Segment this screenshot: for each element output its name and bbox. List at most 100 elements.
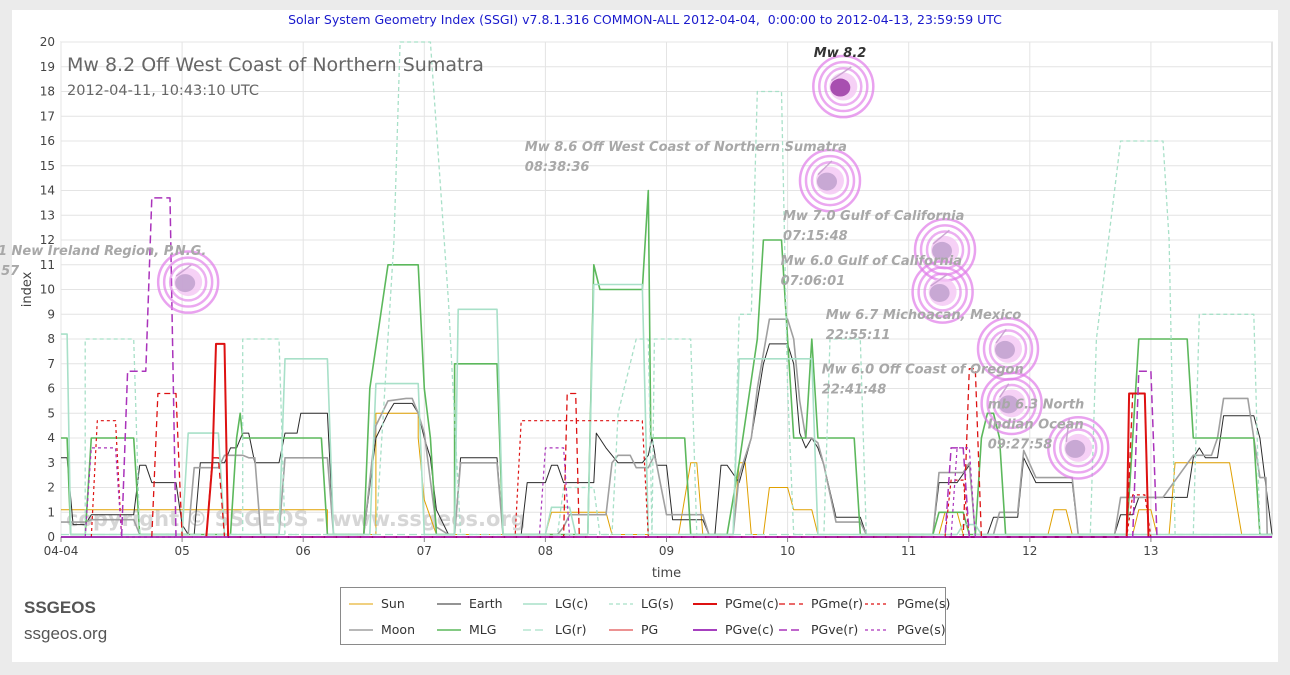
quake-ring [992,383,1031,423]
series-line-pgme-r [151,368,1150,538]
quake-marker: Mw 6.7 Michoacan, Mexico 22:55:11 [826,308,1040,381]
legend-swatch [437,629,461,631]
quake-ring [986,377,1037,430]
y-tick-label: 17 [40,109,55,123]
x-tick-label: 12 [1022,544,1037,558]
y-tick-label: 16 [40,134,55,148]
legend-label: LG(s) [641,596,674,611]
quake-pointer [930,274,948,287]
y-axis-label: index [20,271,35,307]
x-tick-label: 04-04 [44,544,79,558]
quake-pointer [830,66,852,82]
y-tick-label: 15 [40,159,55,173]
y-tick-label: 9 [47,307,55,321]
brand-name: SSGEOS [24,598,96,617]
x-tick-label: 11 [901,544,916,558]
legend-label: LG(c) [555,596,589,611]
series-line-sun [61,412,1272,535]
quake-ring [988,329,1028,369]
legend-label: Moon [381,622,416,637]
quake-pointer [999,383,1010,398]
quake-marker: Mw 7.0 Gulf of California 07:15:48 [783,209,977,282]
series-line-mlg [61,189,1272,536]
x-axis-label: time [652,566,681,581]
x-tick-label: 07 [417,544,432,558]
x-tick-label: 05 [174,544,189,558]
y-tick-label: 6 [47,382,55,396]
y-tick-label: 0 [47,530,55,544]
legend-label: MLG [469,622,497,637]
quake-label: Mw 8.6 Off West Coast of Northern Sumatr… [525,140,847,155]
x-tick-label: 10 [780,544,795,558]
quake-ring [156,250,220,314]
quake-marker: Mw 8.2 [812,46,875,119]
y-tick-label: 7 [47,357,55,371]
y-tick-label: 19 [40,60,55,74]
quake-marker: mb 6.3 North Indian Ocean 09:27:58 [988,397,1110,480]
overlay-title: Mw 8.2 Off West Coast of Northern Sumatr… [67,54,484,76]
overlay-subtitle: 2012-04-11, 10:43:10 UTC [67,83,259,99]
series-line-pgve-r [120,197,1158,538]
quake-ring [804,154,856,207]
y-tick-label: 3 [47,456,55,470]
quake-ring [911,260,974,324]
quake-core [830,78,851,97]
quake-label: 22:55:11 [826,328,891,343]
legend-label: LG(r) [555,622,587,637]
legend-swatch [609,629,633,631]
quake-ring [824,66,863,107]
y-tick-label: 2 [47,481,55,495]
legend-swatch [349,629,373,631]
quake-core [932,241,953,260]
legend-swatch [779,629,803,631]
quake-ring [162,256,214,308]
quake-core [995,340,1016,359]
y-tick-label: 11 [40,258,55,272]
y-tick-label: 14 [40,184,55,198]
series-line-lg-s [84,41,1272,536]
y-tick-label: 5 [47,406,55,420]
legend-label: PGve(r) [811,622,859,637]
chart-header: Solar System Geometry Index (SSGI) v7.8.… [288,12,1002,27]
legend-swatch [779,603,803,605]
y-tick-label: 8 [47,332,55,346]
y-tick-label: 20 [40,35,55,49]
quake-label: 09:27:58 [988,437,1053,452]
quake-marker: Mw 6.1 New Ireland Region, P.N.G. 16:15:5… [0,244,220,314]
y-tick-label: 1 [47,505,55,519]
legend-label: Sun [381,596,405,611]
quake-core [816,172,837,191]
quake-label: Indian Ocean [988,417,1084,432]
quake-pointer [932,229,950,245]
quake-ring [980,371,1043,436]
brand-block: SSGEOS ssgeos.org [24,598,107,644]
chart-legend: Sun Earth LG(c) LG(s) PGme(c) PGme(r) PGme(s) M… [340,587,950,645]
legend-swatch [523,603,547,605]
y-tick-label: 10 [40,283,55,297]
y-tick-label: 4 [47,431,55,445]
y-tick-label: 13 [40,208,55,222]
quake-ring [1046,416,1110,480]
legend-label: Earth [469,596,503,611]
quake-core [175,274,196,293]
x-tick-label: 06 [296,544,311,558]
x-tick-label: 09 [659,544,674,558]
quake-ring [923,272,962,312]
legend-swatch [693,603,717,605]
legend-swatch [349,603,373,605]
quake-pointer [1065,418,1071,442]
legend-label: PG [641,622,659,637]
quake-label: 22:41:48 [822,383,887,398]
quake-ring [798,148,862,213]
quake-ring [818,60,869,113]
quake-label: Mw 6.0 Gulf of California [781,254,962,269]
quake-label: 07:15:48 [783,229,848,244]
legend-label: PGme(c) [725,596,779,611]
y-tick-label: 12 [40,233,55,247]
quake-ring [917,266,968,318]
quake-marker: Mw 6.0 Off Coast of Oregon 22:41:48 [822,363,1043,436]
quake-core [929,283,950,302]
legend-swatch [437,603,461,605]
quake-label: 16:15:57 [0,264,20,279]
